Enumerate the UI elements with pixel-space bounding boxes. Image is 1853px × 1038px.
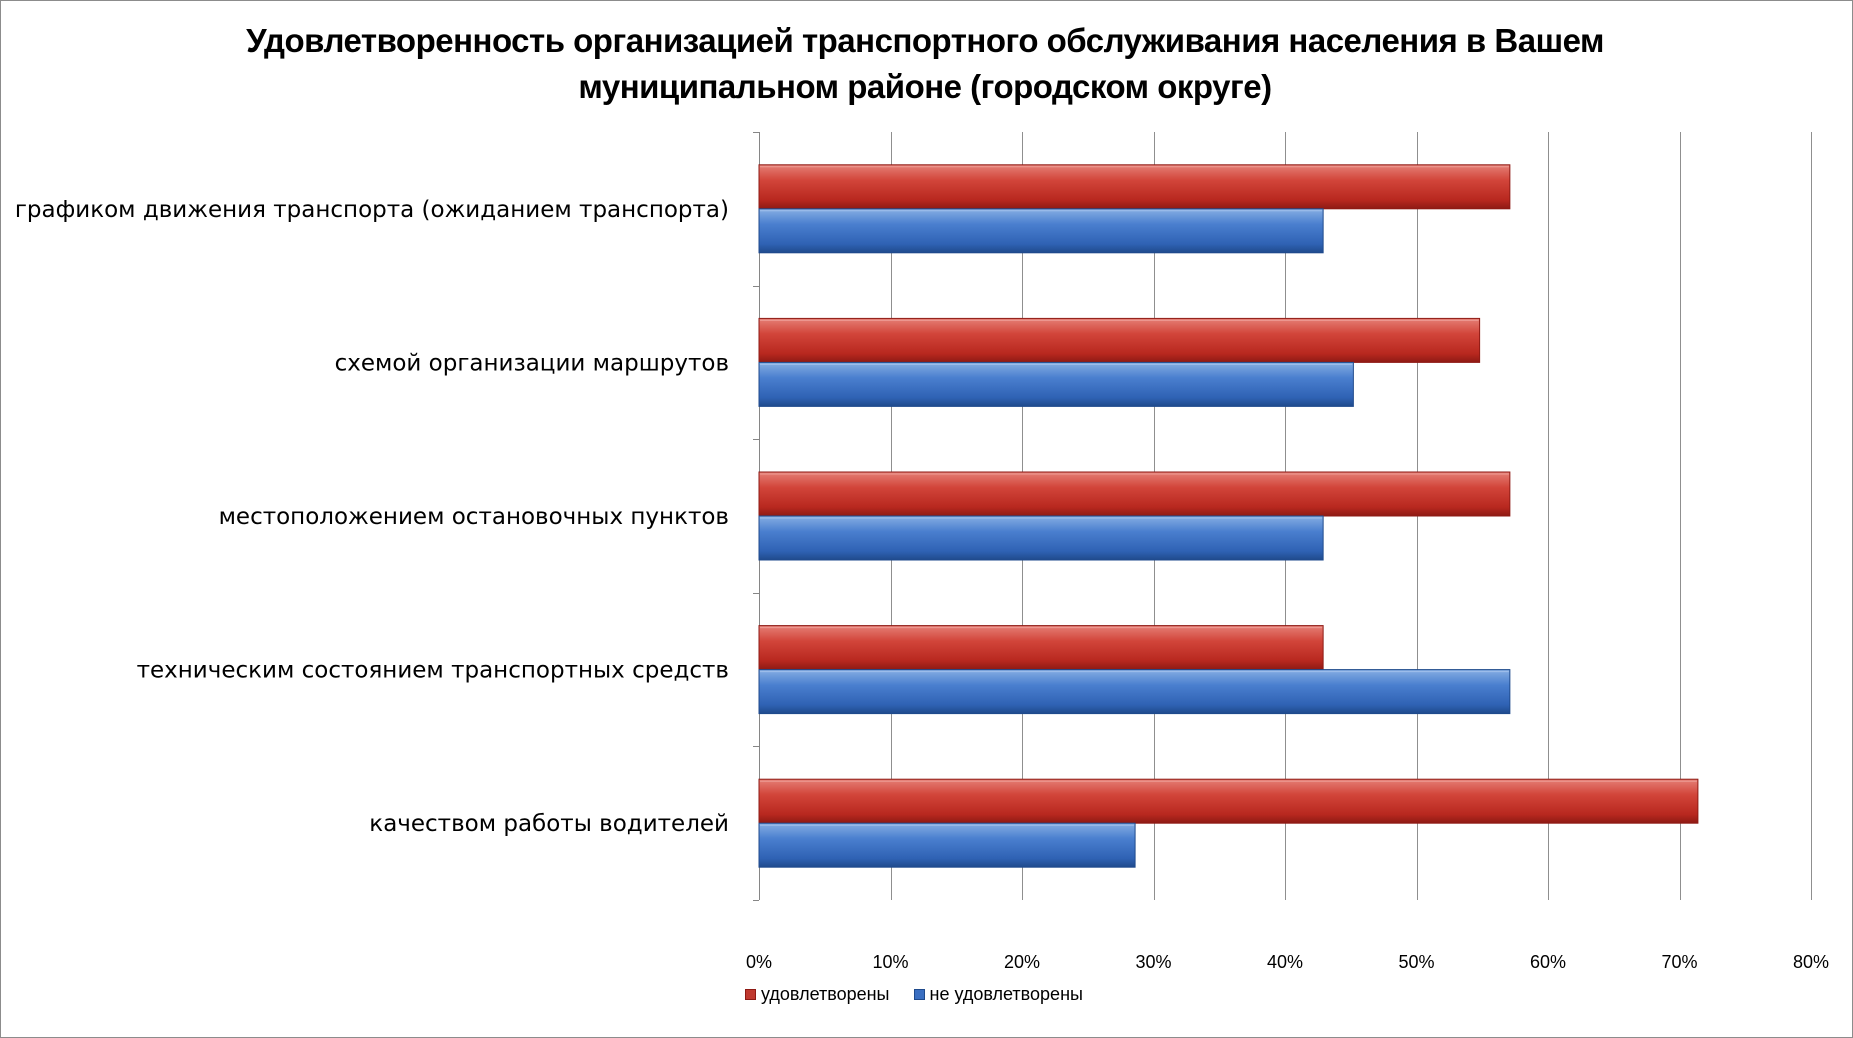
x-tick-label-80: 80% — [1793, 952, 1829, 972]
category-label-1: схемой организации маршрутов — [335, 350, 729, 376]
legend-swatch-blue — [913, 988, 925, 1000]
bar-unsatisfied-1 — [758, 361, 1354, 407]
legend-item-unsatisfied: не удовлетворены — [913, 983, 1083, 1005]
x-tick-label-70: 70% — [1661, 952, 1697, 972]
legend-label-unsatisfied: не удовлетворены — [929, 983, 1083, 1004]
bar-satisfied-2 — [758, 471, 1511, 517]
bar-satisfied-3 — [758, 625, 1324, 671]
bar-satisfied-4 — [758, 778, 1699, 824]
x-tick-label-0: 0% — [746, 952, 772, 972]
category-labels: графиком движения транспорта (ожиданием … — [15, 197, 729, 837]
bar-unsatisfied-0 — [758, 208, 1324, 254]
x-tick-label-30: 30% — [1135, 952, 1171, 972]
legend: удовлетворены не удовлетворены — [745, 982, 1107, 1006]
category-label-2: местоположением остановочных пунктов — [219, 504, 729, 530]
chart-title: Удовлетворенность организацией транспорт… — [246, 22, 1604, 105]
bar-unsatisfied-2 — [758, 515, 1324, 561]
bar-satisfied-1 — [758, 317, 1481, 363]
x-tick-label-60: 60% — [1530, 952, 1566, 972]
x-axis-ticks: 0% 10% 20% 30% 40% 50% 60% 70% 80% — [746, 952, 1829, 972]
category-label-0: графиком движения транспорта (ожиданием … — [15, 197, 729, 223]
bars — [758, 164, 1699, 868]
category-label-4: качеством работы водителей — [369, 811, 729, 837]
legend-item-satisfied: удовлетворены — [745, 984, 890, 1005]
x-tick-label-50: 50% — [1398, 952, 1434, 972]
x-tick-label-40: 40% — [1267, 952, 1303, 972]
x-tick-label-20: 20% — [1004, 952, 1040, 972]
legend-label-satisfied: удовлетворены — [761, 983, 890, 1004]
bar-unsatisfied-3 — [758, 669, 1511, 715]
bar-satisfied-0 — [758, 164, 1511, 210]
x-tick-label-10: 10% — [872, 952, 908, 972]
legend-swatch-red — [745, 988, 756, 1000]
bar-unsatisfied-4 — [758, 822, 1136, 868]
category-label-3: техническим состоянием транспортных сред… — [137, 658, 729, 684]
